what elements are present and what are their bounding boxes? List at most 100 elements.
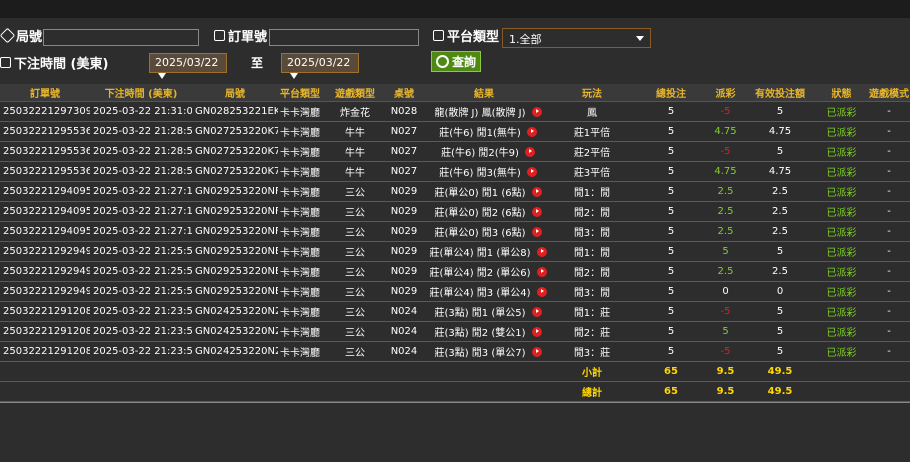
- round-input[interactable]: [43, 29, 199, 46]
- video-icon[interactable]: [536, 286, 547, 297]
- empty-cell: [868, 381, 910, 402]
- table-cell: 三公: [322, 261, 388, 282]
- empty-cell: [0, 381, 90, 402]
- table-cell: 閒1：莊: [548, 301, 636, 322]
- empty-cell: [388, 381, 420, 402]
- table-cell: 250322212955364: [0, 161, 90, 182]
- table-cell: -5: [706, 101, 745, 122]
- table-cell: 已派彩: [815, 321, 868, 342]
- table-cell: 三公: [322, 321, 388, 342]
- empty-cell: [0, 361, 90, 382]
- table-cell: 卡卡灣廳: [278, 341, 322, 362]
- result-text: 莊(單公0) 閒2 (6點): [434, 208, 526, 219]
- video-icon[interactable]: [524, 146, 535, 157]
- table-cell: GN029253220NE: [192, 241, 278, 262]
- video-icon[interactable]: [531, 226, 542, 237]
- video-icon[interactable]: [526, 166, 537, 177]
- result-wrap: 莊(單公4) 閒1 (單公8): [420, 244, 548, 259]
- column-header: 桌號: [388, 84, 420, 102]
- table-cell: 5: [745, 141, 815, 162]
- table-cell: 5: [706, 321, 745, 342]
- video-icon[interactable]: [531, 346, 542, 357]
- table-cell: 250322212940957: [0, 181, 90, 202]
- table-cell: 已派彩: [815, 161, 868, 182]
- video-icon[interactable]: [531, 206, 542, 217]
- table-cell: 三公: [322, 301, 388, 322]
- table-cell: 5: [636, 321, 706, 342]
- video-icon[interactable]: [531, 326, 542, 337]
- table-cell: 卡卡灣廳: [278, 121, 322, 142]
- result-cell: 莊(3點) 閒3 (單公7): [420, 341, 548, 362]
- table-cell: 三公: [322, 221, 388, 242]
- table-cell: 已派彩: [815, 221, 868, 242]
- table-cell: N024: [388, 301, 420, 322]
- result-text: 莊(牛6) 閒2(牛9): [441, 148, 519, 159]
- table-cell: N027: [388, 161, 420, 182]
- table-cell: 250322212973094: [0, 101, 90, 122]
- video-icon[interactable]: [531, 306, 542, 317]
- column-header: 派彩: [706, 84, 745, 102]
- table-cell: 閒2：閒: [548, 201, 636, 222]
- table-cell: 已派彩: [815, 341, 868, 362]
- table-cell: 已派彩: [815, 281, 868, 302]
- result-text: 莊(3點) 閒3 (單公7): [434, 348, 526, 359]
- order-label: 訂單號: [214, 26, 267, 45]
- table-cell: 牛牛: [322, 161, 388, 182]
- table-cell: 三公: [322, 181, 388, 202]
- table-row: 250322212929495 2025-03-22 21:25:54 GN0292…: [0, 281, 910, 302]
- table-cell: 5: [636, 261, 706, 282]
- table-cell: 已派彩: [815, 101, 868, 122]
- table-cell: 5: [636, 281, 706, 302]
- result-wrap: 莊(單公0) 閒1 (6點): [420, 184, 548, 199]
- empty-cell: [322, 381, 388, 402]
- table-cell: 250322212912087: [0, 321, 90, 342]
- video-icon[interactable]: [536, 246, 547, 257]
- table-cell: 2.5: [706, 221, 745, 242]
- empty-cell: [815, 361, 868, 382]
- to-label: 至: [251, 56, 264, 70]
- order-input[interactable]: [269, 29, 419, 46]
- video-icon[interactable]: [531, 186, 542, 197]
- table-cell: GN024253220N2: [192, 341, 278, 362]
- table-cell: 三公: [322, 341, 388, 362]
- table-cell: 閒1：閒: [548, 241, 636, 262]
- table-cell: 閒2：閒: [548, 261, 636, 282]
- table-cell: 卡卡灣廳: [278, 201, 322, 222]
- result-text: 莊(單公4) 閒2 (單公6): [429, 268, 531, 279]
- table-cell: GN029253220NF: [192, 221, 278, 242]
- table-cell: 卡卡灣廳: [278, 301, 322, 322]
- table-cell: GN029253220NF: [192, 181, 278, 202]
- date-to[interactable]: 2025/03/22: [281, 53, 359, 73]
- search-button[interactable]: 查詢: [431, 51, 482, 72]
- table-cell: 2025-03-22 21:25:54: [90, 261, 192, 282]
- header-row: 訂單號 下注時間 (美東) 局號 平台類型 遊戲類型 桌號 結果 玩法 總投注 派彩 有效投注額 狀態…: [0, 84, 910, 102]
- table-cell: GN029253220NF: [192, 201, 278, 222]
- table-cell: 250322212929496: [0, 261, 90, 282]
- table-cell: N029: [388, 201, 420, 222]
- table-cell: 2.5: [745, 221, 815, 242]
- platform-select[interactable]: 1.全部: [502, 28, 651, 48]
- empty-cell: [868, 361, 910, 382]
- empty-cell: [420, 361, 548, 382]
- round-label-text: 局號: [16, 30, 43, 45]
- table-cell: 已派彩: [815, 261, 868, 282]
- table-cell: -: [868, 101, 910, 122]
- result-wrap: 莊(牛6) 閒2(牛9): [420, 144, 548, 159]
- result-cell: 莊(單公4) 閒1 (單公8): [420, 241, 548, 262]
- table-row: 250322212973094 2025-03-22 21:31:01 GN0282…: [0, 101, 910, 122]
- table-cell: GN029253220NE: [192, 281, 278, 302]
- table-cell: 2.5: [745, 201, 815, 222]
- table-cell: 2.5: [706, 201, 745, 222]
- video-icon[interactable]: [526, 126, 537, 137]
- summary-label: 總計: [548, 381, 636, 402]
- time-label: 下注時間 (美東): [0, 53, 108, 72]
- video-icon[interactable]: [536, 266, 547, 277]
- date-from[interactable]: 2025/03/22: [149, 53, 227, 73]
- table-cell: -: [868, 301, 910, 322]
- table-row: 250322212940955 2025-03-22 21:27:12 GN0292…: [0, 201, 910, 222]
- empty-cell: [90, 381, 192, 402]
- video-icon[interactable]: [531, 106, 542, 117]
- result-text: 莊(3點) 閒2 (雙公1): [434, 328, 526, 339]
- table-row: 250322212940953 2025-03-22 21:27:12 GN0292…: [0, 221, 910, 242]
- table-row: 250322212912086 2025-03-22 21:23:56 GN0242…: [0, 341, 910, 362]
